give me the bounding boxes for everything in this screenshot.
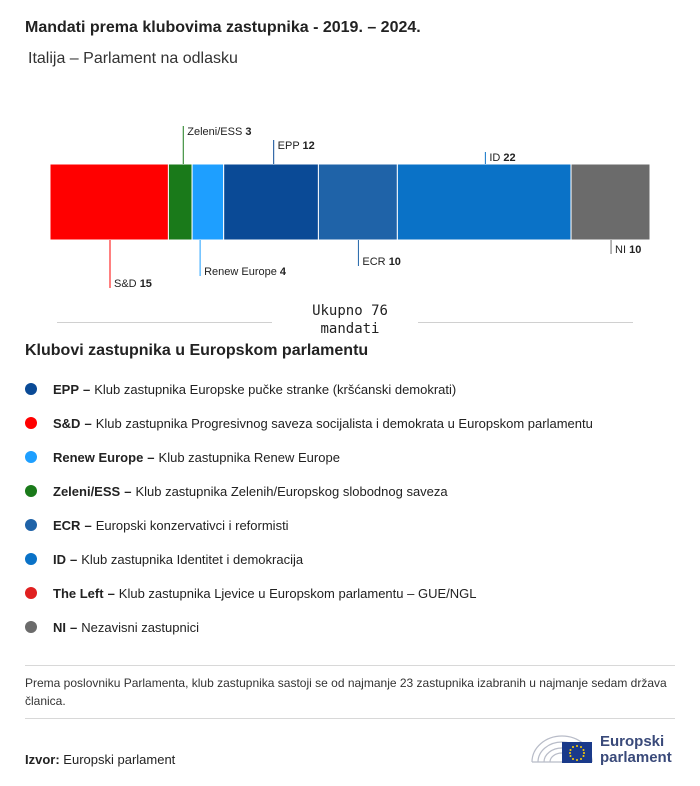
bar-segment-s-d	[49, 163, 169, 241]
ep-logo-text: Europski parlament	[600, 734, 672, 766]
legend-item-dash: –	[147, 449, 155, 465]
legend-item-dash: –	[70, 551, 78, 567]
bar-segment-renew-europe	[191, 163, 225, 241]
legend-dot-icon	[25, 383, 37, 395]
segment-label-ni: NI 10	[615, 244, 641, 256]
source-value: Europski parlament	[63, 752, 176, 767]
legend-item-desc: Klub zastupnika Europske pučke stranke (…	[94, 381, 457, 397]
legend-item-dash: –	[107, 585, 115, 601]
legend-item-dash: –	[83, 381, 91, 397]
legend-item-name: The Left	[53, 585, 104, 601]
legend-item-desc: Klub zastupnika Zelenih/Europskog slobod…	[135, 483, 448, 499]
legend-item: Renew Europe – Klub zastupnika Renew Europ…	[25, 440, 593, 474]
legend-item-dash: –	[84, 517, 92, 533]
legend-item-name: ID	[53, 551, 66, 567]
legend-item: ID – Klub zastupnika Identitet i demokraci…	[25, 542, 593, 576]
legend-item-name: Renew Europe	[53, 449, 144, 465]
total-label: Ukupno 76 mandati	[280, 302, 420, 338]
legend-dot-icon	[25, 451, 37, 463]
legend-item-name: Zeleni/ESS	[53, 483, 121, 499]
legend-item-desc: Europski konzervativci i reformisti	[95, 517, 289, 533]
bar-segment-epp	[223, 163, 319, 241]
legend-item: NI – Nezavisni zastupnici	[25, 610, 593, 644]
segment-label-s-d: S&D 15	[114, 278, 152, 290]
legend-item: ECR – Europski konzervativci i reformisti	[25, 508, 593, 542]
bar-segment-ni	[570, 163, 651, 241]
legend-dot-icon	[25, 587, 37, 599]
chart-title: Mandati prema klubovima zastupnika - 201…	[25, 19, 421, 36]
legend-dot-icon	[25, 485, 37, 497]
legend-item-name: S&D	[53, 415, 81, 431]
legend-item: EPP – Klub zastupnika Europske pučke stran…	[25, 372, 593, 406]
logo-line2: parlament	[600, 749, 672, 766]
chart-subtitle: Italija – Parlament na odlasku	[28, 50, 238, 67]
legend-dot-icon	[25, 553, 37, 565]
segment-label-renew-europe: Renew Europe 4	[204, 266, 287, 278]
bar-segment-id	[396, 163, 572, 241]
legend-item-desc: Klub zastupnika Identitet i demokracija	[81, 551, 304, 567]
stacked-bar-chart: S&D 15 Zeleni/ESS 3 Renew Europe 4 EPP 12 EC…	[49, 126, 651, 290]
total-divider-left	[57, 322, 272, 323]
legend-item: The Left – Klub zastupnika Ljevice u Europ…	[25, 576, 593, 610]
source: Izvor: Europski parlament	[25, 752, 175, 767]
legend-item-name: NI	[53, 619, 66, 635]
segment-label-id: ID 22	[489, 152, 515, 164]
legend-item-dash: –	[70, 619, 78, 635]
total-label-line2: mandati	[320, 321, 380, 337]
legend-item-desc: Klub zastupnika Renew Europe	[158, 449, 340, 465]
divider-top	[25, 665, 675, 666]
legend: EPP – Klub zastupnika Europske pučke stran…	[25, 372, 593, 644]
divider-bottom	[25, 718, 675, 719]
legend-item-desc: Klub zastupnika Progresivnog saveza soci…	[95, 415, 593, 431]
legend-dot-icon	[25, 417, 37, 429]
legend-dot-icon	[25, 519, 37, 531]
legend-item-desc: Klub zastupnika Ljevice u Europskom parl…	[118, 585, 477, 601]
legend-item-desc: Nezavisni zastupnici	[81, 619, 200, 635]
legend-item-name: ECR	[53, 517, 81, 533]
ep-logo-icon	[531, 735, 593, 763]
legend-item: Zeleni/ESS – Klub zastupnika Zelenih/Europ…	[25, 474, 593, 508]
legend-item: S&D – Klub zastupnika Progresivnog saveza …	[25, 406, 593, 440]
total-divider-right	[418, 322, 633, 323]
segment-label-ecr: ECR 10	[362, 256, 401, 268]
total-label-line1: Ukupno 76	[312, 303, 388, 319]
footnote: Prema poslovniku Parlamenta, klub zastup…	[25, 676, 667, 708]
logo-line1: Europski	[600, 733, 665, 750]
bar-segment-zeleni-ess	[167, 163, 193, 241]
bar-segment-ecr	[317, 163, 398, 241]
segment-label-epp: EPP 12	[278, 140, 315, 152]
legend-dot-icon	[25, 621, 37, 633]
source-label: Izvor:	[25, 752, 60, 767]
legend-item-name: EPP	[53, 381, 80, 397]
segment-label-zeleni-ess: Zeleni/ESS 3	[187, 126, 251, 138]
legend-item-dash: –	[84, 415, 92, 431]
legend-item-dash: –	[124, 483, 132, 499]
legend-title: Klubovi zastupnika u Europskom parlament…	[25, 342, 369, 359]
